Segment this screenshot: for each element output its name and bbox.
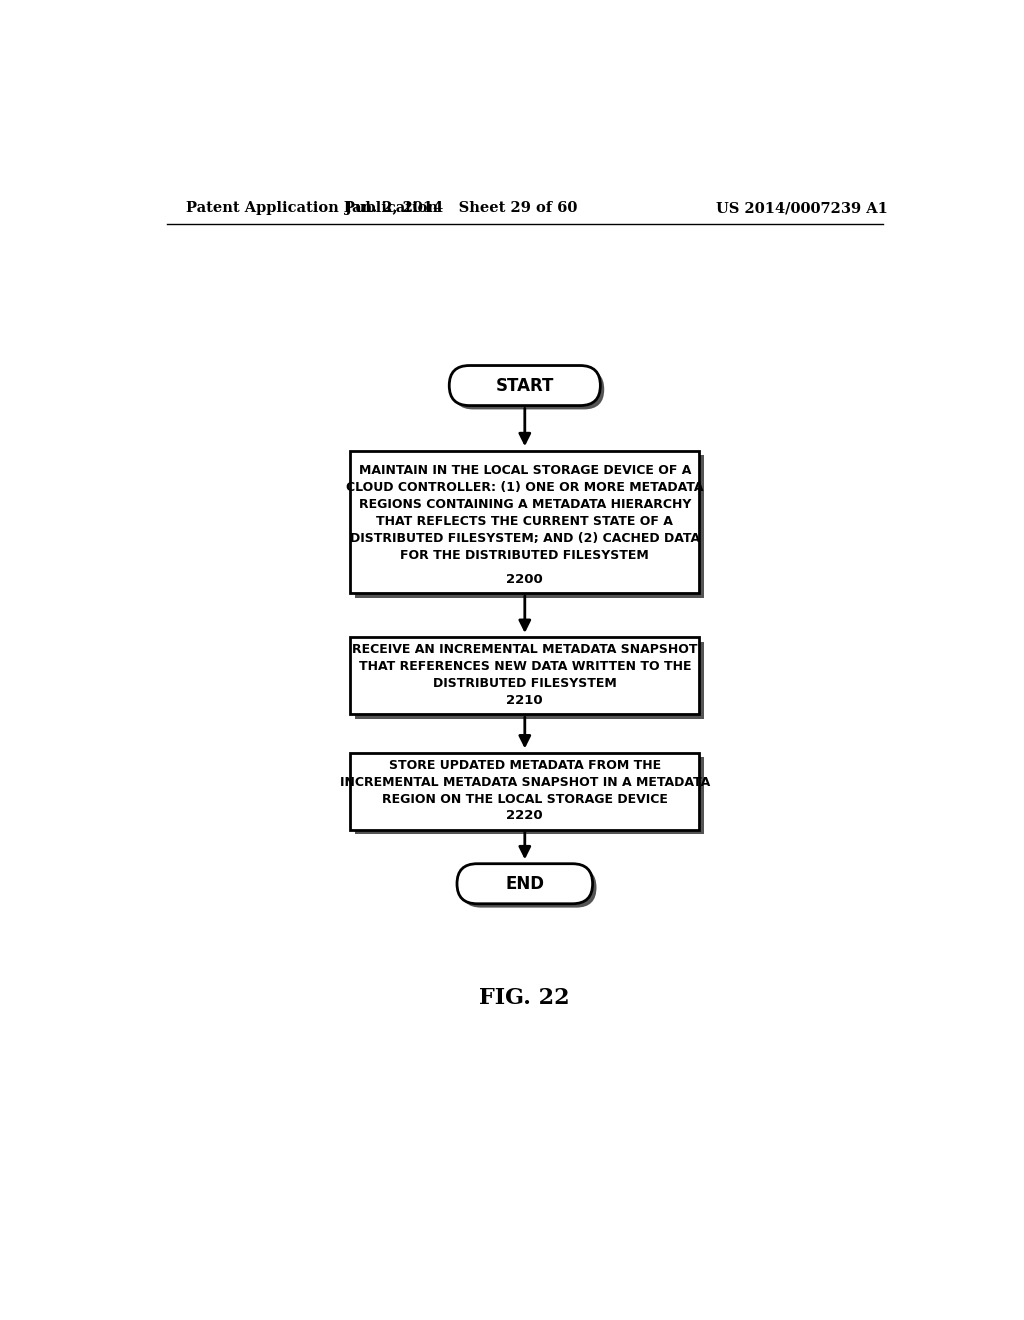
- Text: MAINTAIN IN THE LOCAL STORAGE DEVICE OF A
CLOUD CONTROLLER: (1) ONE OR MORE META: MAINTAIN IN THE LOCAL STORAGE DEVICE OF …: [346, 463, 703, 561]
- Text: US 2014/0007239 A1: US 2014/0007239 A1: [717, 202, 888, 215]
- Text: 2210: 2210: [507, 694, 543, 708]
- Text: FIG. 22: FIG. 22: [479, 987, 570, 1008]
- FancyBboxPatch shape: [450, 366, 600, 405]
- Bar: [350, 638, 699, 714]
- Text: START: START: [496, 376, 554, 395]
- Bar: [355, 642, 703, 719]
- Text: RECEIVE AN INCREMENTAL METADATA SNAPSHOT
THAT REFERENCES NEW DATA WRITTEN TO THE: RECEIVE AN INCREMENTAL METADATA SNAPSHOT…: [352, 643, 697, 690]
- Text: 2220: 2220: [507, 809, 543, 822]
- Text: END: END: [505, 875, 545, 892]
- Bar: [350, 752, 699, 830]
- Bar: [350, 450, 699, 593]
- Bar: [355, 758, 703, 834]
- Text: 2200: 2200: [507, 573, 543, 586]
- FancyBboxPatch shape: [453, 370, 604, 409]
- Text: Jan. 2, 2014   Sheet 29 of 60: Jan. 2, 2014 Sheet 29 of 60: [345, 202, 578, 215]
- Bar: [355, 455, 703, 598]
- FancyBboxPatch shape: [461, 867, 597, 908]
- Text: Patent Application Publication: Patent Application Publication: [186, 202, 438, 215]
- Text: STORE UPDATED METADATA FROM THE
INCREMENTAL METADATA SNAPSHOT IN A METADATA
REGI: STORE UPDATED METADATA FROM THE INCREMEN…: [340, 759, 710, 805]
- FancyBboxPatch shape: [457, 863, 593, 904]
